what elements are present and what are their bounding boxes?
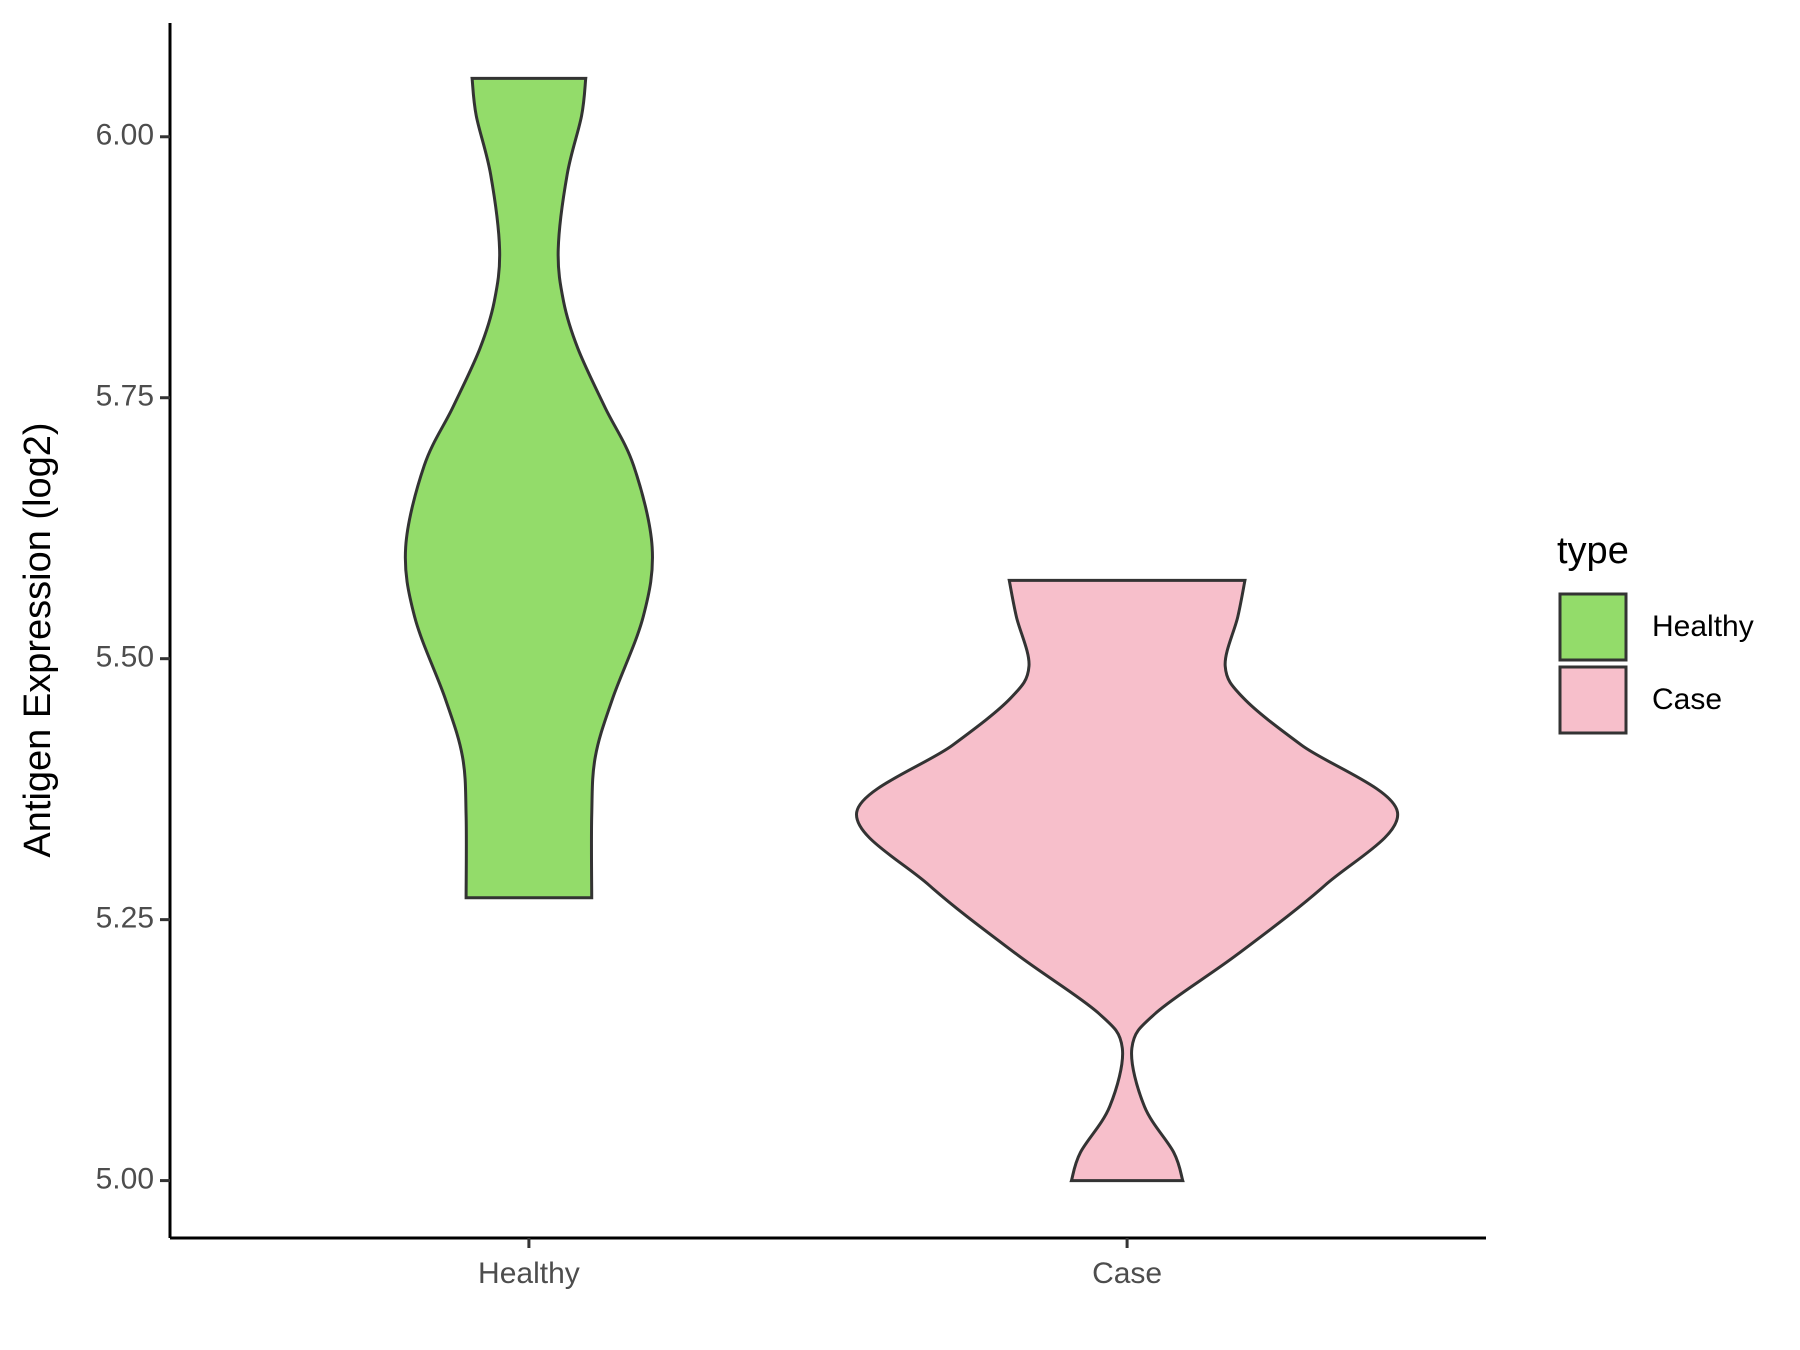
legend-label: Healthy: [1652, 610, 1754, 643]
legend-label: Case: [1652, 683, 1722, 716]
violin: [403, 76, 654, 900]
violin: [855, 578, 1399, 1183]
x-tick-label: Healthy: [478, 1257, 580, 1290]
y-tick-label: 5.00: [96, 1163, 154, 1196]
y-tick-label: 5.50: [96, 641, 154, 674]
y-tick-label: 6.00: [96, 119, 154, 152]
legend-key: [1558, 592, 1628, 662]
legend-key: [1558, 665, 1628, 735]
y-tick-label: 5.25: [96, 902, 154, 935]
y-axis-title: Antigen Expression (log2): [17, 422, 59, 857]
legend-title: type: [1557, 530, 1629, 572]
x-tick-label: Case: [1092, 1257, 1162, 1290]
y-tick-label: 5.75: [96, 380, 154, 413]
